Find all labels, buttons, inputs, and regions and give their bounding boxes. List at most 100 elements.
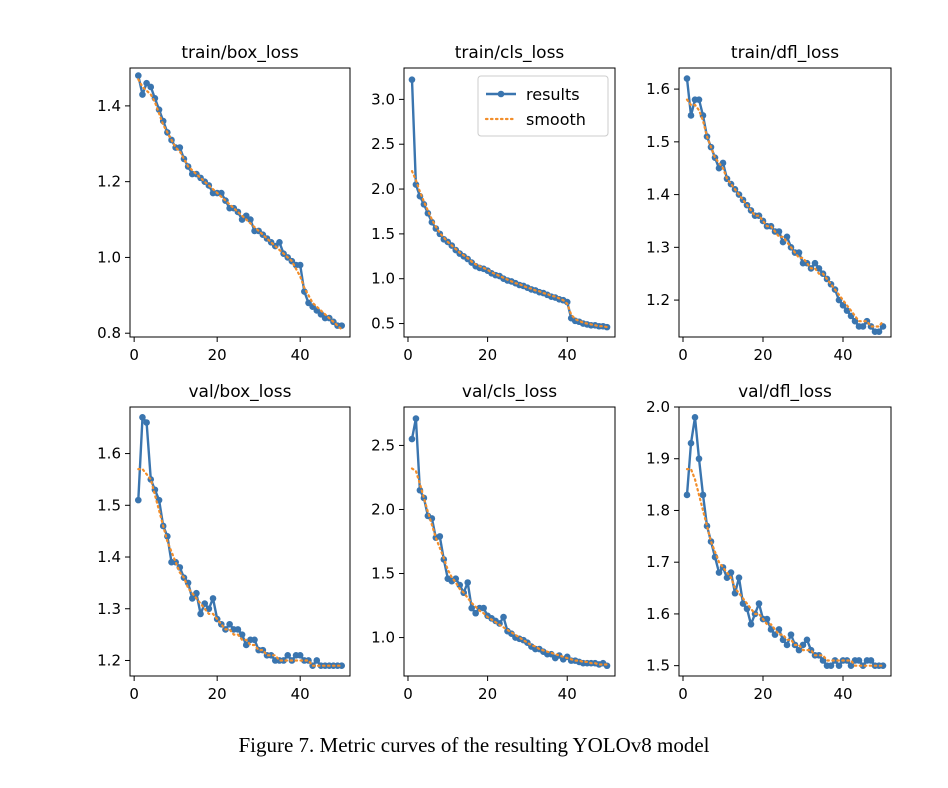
smooth-line: [410, 170, 609, 329]
results-point: [464, 579, 471, 586]
results-point: [188, 595, 196, 602]
results-point: [197, 610, 204, 618]
x-tick-label: 20: [753, 685, 772, 703]
chart-title: train/box_loss: [181, 43, 299, 63]
y-tick-label: 2.0: [371, 500, 395, 518]
y-tick-label: 1.4: [97, 548, 121, 566]
axes-frame: [403, 406, 616, 677]
results-point: [735, 574, 743, 582]
results-point: [226, 620, 233, 628]
y-tick-label: 1.2: [646, 291, 670, 309]
x-tick-label: 20: [478, 685, 497, 703]
results-point: [296, 652, 304, 659]
x-tick-label: 0: [678, 685, 688, 703]
results-point: [683, 75, 691, 82]
y-tick-label: 1.5: [646, 657, 670, 675]
results-point: [699, 491, 707, 499]
chart-panel-3: val/box_loss 0 20 40 1.2 1.3 1.4 1.5 1.6: [97, 382, 351, 703]
chart-title: train/cls_loss: [455, 43, 565, 63]
results-point: [247, 216, 254, 223]
chart-panel-1: train/cls_loss 0 20 40 0.5 1.0 1.5 2.0 2.5 3.0 res…: [371, 43, 616, 364]
y-tick-label: 2.5: [371, 436, 395, 454]
chart-panel-2: train/dfl_loss 0 20 40 1.2 1.3 1.4 1.5 1.6: [646, 43, 892, 364]
results-point: [209, 595, 217, 602]
y-tick-label: 1.7: [646, 553, 670, 571]
y-tick-label: 2.5: [371, 135, 395, 153]
results-point: [280, 657, 287, 664]
results-point: [238, 631, 246, 638]
results-point: [803, 636, 811, 644]
legend-results-marker: [497, 90, 505, 98]
x-tick-label: 20: [208, 685, 227, 703]
results-point: [408, 76, 416, 83]
x-tick-label: 0: [129, 346, 139, 364]
results-point: [234, 626, 242, 633]
y-tick-label: 1.0: [97, 248, 121, 266]
results-point: [408, 435, 416, 443]
results-point: [412, 415, 420, 422]
smooth-line: [685, 98, 885, 328]
results-point: [859, 662, 867, 669]
y-tick-label: 1.2: [97, 173, 121, 191]
y-tick-label: 1.3: [97, 600, 121, 618]
chart-title: val/dfl_loss: [738, 382, 832, 402]
results-point: [687, 112, 695, 119]
results-point: [867, 657, 875, 664]
axes-frame: [678, 67, 892, 338]
results-point: [456, 581, 464, 589]
results-point: [739, 600, 747, 607]
results-point: [472, 609, 479, 617]
legend-smooth-label: smooth: [526, 110, 586, 129]
results-point: [338, 662, 345, 669]
results-point: [276, 238, 283, 246]
results-point: [723, 574, 731, 582]
results-point: [747, 620, 755, 628]
results-point: [815, 265, 823, 272]
chart-title: val/box_loss: [189, 382, 292, 402]
results-point: [139, 414, 146, 421]
x-tick-label: 40: [833, 346, 852, 364]
x-tick-label: 40: [291, 685, 310, 703]
smooth-line: [137, 468, 343, 667]
results-point: [687, 439, 695, 447]
axes-frame: [129, 67, 351, 338]
results-point: [500, 613, 507, 621]
results-point: [420, 494, 428, 502]
figure-caption: Figure 7. Metric curves of the resulting…: [238, 733, 710, 757]
results-line: [685, 416, 883, 667]
results-point: [855, 657, 863, 664]
y-tick-label: 1.6: [646, 605, 670, 623]
results-point: [843, 307, 851, 314]
x-tick-label: 0: [403, 346, 413, 364]
y-tick-label: 2.0: [646, 398, 670, 416]
metric-curves-figure: train/box_loss 0 20 40 0.8 1.0 1.2 1.4 train/cls…: [97, 43, 892, 703]
x-tick-label: 0: [678, 346, 688, 364]
y-tick-label: 1.0: [371, 629, 395, 647]
y-tick-label: 1.9: [646, 450, 670, 468]
y-tick-label: 3.0: [371, 90, 395, 108]
chart-panel-4: val/cls_loss 0 20 40 1.0 1.5 2.0 2.5: [371, 382, 616, 703]
y-tick-label: 1.3: [646, 238, 670, 256]
chart-title: val/cls_loss: [462, 382, 557, 402]
x-tick-label: 40: [833, 685, 852, 703]
y-tick-label: 1.5: [371, 565, 395, 583]
results-point: [313, 657, 321, 664]
results-point: [715, 569, 723, 576]
results-point: [135, 72, 142, 79]
smooth-line: [685, 468, 885, 667]
results-point: [859, 323, 867, 330]
results-point: [691, 414, 699, 421]
results-line: [137, 75, 342, 327]
legend: results smooth: [477, 75, 609, 137]
results-point: [775, 228, 783, 235]
x-tick-label: 0: [403, 685, 413, 703]
results-point: [139, 91, 146, 98]
y-tick-label: 2.0: [371, 180, 395, 198]
y-tick-label: 1.2: [97, 651, 121, 669]
y-tick-label: 0.5: [371, 315, 395, 333]
x-tick-label: 20: [478, 346, 497, 364]
results-point: [695, 96, 703, 103]
y-tick-label: 1.6: [646, 80, 670, 98]
x-tick-label: 20: [208, 346, 227, 364]
results-point: [715, 164, 723, 172]
